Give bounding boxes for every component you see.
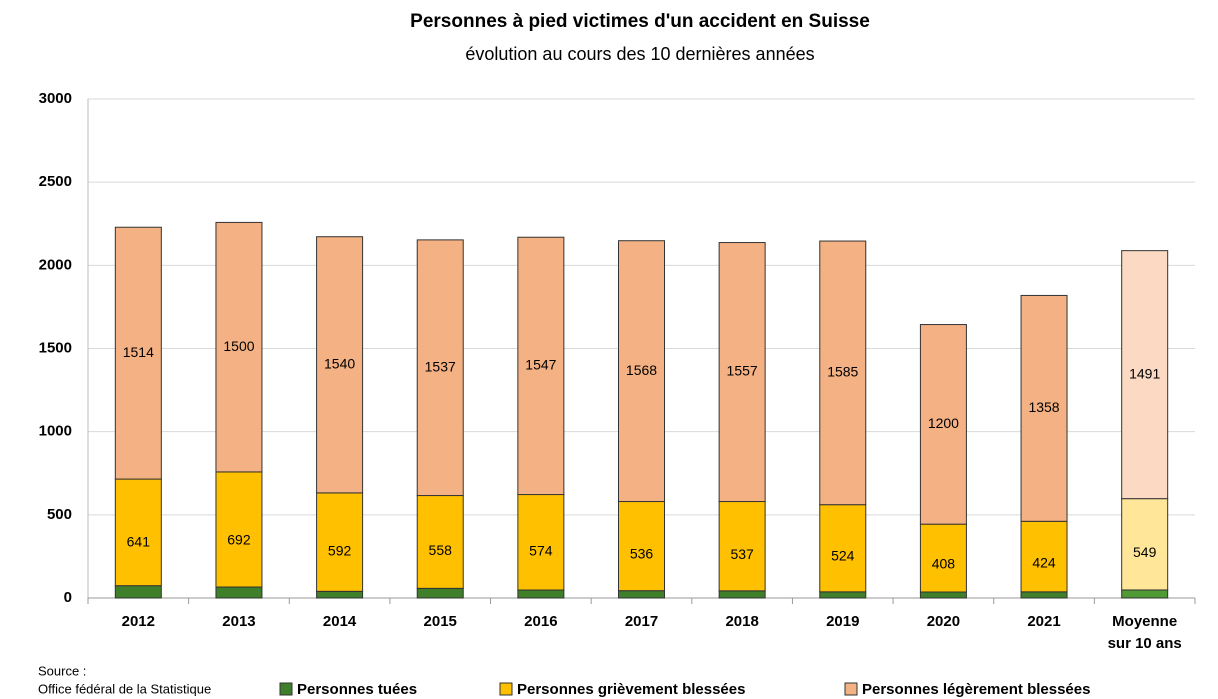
data-label: 574 (529, 543, 553, 559)
data-label: 424 (1032, 554, 1056, 570)
bar-segment (517, 589, 565, 599)
bar-segment (919, 324, 967, 525)
bar-segment (416, 239, 464, 497)
x-tick-label: 2021 (1027, 613, 1060, 630)
x-tick-label: 2013 (222, 613, 255, 630)
source: Office fédéral de la Statistique (38, 681, 211, 696)
bar-segment (416, 495, 464, 589)
bar-segment (114, 478, 162, 587)
y-tick-label: 2000 (39, 256, 72, 273)
y-tick-label: 0 (64, 589, 72, 606)
x-tick-label: 2017 (625, 613, 658, 630)
bar-segment (718, 501, 766, 592)
x-tick-label: 2015 (424, 613, 457, 630)
data-label: 536 (630, 546, 654, 562)
chart-subtitle: évolution au cours des 10 dernières anné… (465, 44, 814, 64)
data-label: 1540 (324, 356, 355, 372)
x-tick-label-line: Moyenne (1112, 613, 1177, 630)
bar-segment (618, 590, 665, 599)
legend-label: Personnes grièvement blessées (517, 681, 745, 698)
y-tick-label: 1500 (39, 339, 72, 356)
bar-segment (718, 242, 766, 503)
x-tick-label-line: sur 10 ans (1108, 635, 1182, 652)
x-tick-label: 2016 (524, 613, 557, 630)
bar-segment (1121, 589, 1169, 599)
bar-segment (114, 226, 162, 480)
legend-swatch (499, 682, 513, 696)
legend-swatch (844, 682, 858, 696)
y-tick-label: 1000 (39, 423, 72, 440)
bar-segment (215, 221, 263, 473)
data-label: 1200 (928, 415, 959, 431)
data-label: 558 (429, 542, 453, 558)
data-label: 641 (127, 534, 151, 550)
x-tick-label: 2014 (323, 613, 357, 630)
bar-segment (1121, 498, 1169, 591)
data-label: 408 (932, 556, 956, 572)
bar-segment (517, 494, 565, 591)
bar-segment (316, 590, 364, 599)
bar-segment (316, 492, 364, 592)
legend-label: Personnes légèrement blessées (862, 681, 1090, 698)
data-label: 1547 (525, 357, 556, 373)
x-tick-label: 2018 (725, 613, 758, 630)
bar-segment (618, 240, 665, 503)
data-label: 524 (831, 548, 855, 564)
x-tick-label: 2019 (826, 613, 859, 630)
data-label: 1568 (626, 362, 657, 378)
bar-segment (416, 587, 464, 599)
bar-segment (1020, 294, 1068, 522)
bar-segment (316, 236, 364, 494)
legend-swatch (279, 682, 293, 696)
bar-segment (819, 504, 867, 593)
data-label: 1358 (1028, 399, 1059, 415)
source-label: Source : (38, 663, 86, 678)
chart-title: Personnes à pied victimes d'un accident … (410, 11, 870, 32)
bar-segment (114, 585, 162, 599)
data-label: 537 (730, 546, 754, 562)
data-label: 549 (1133, 544, 1157, 560)
bar-segment (215, 586, 263, 599)
bar-segment (819, 591, 867, 599)
data-label: 1585 (827, 364, 858, 380)
x-tick-label: Moyenne sur 10 ans (1108, 613, 1182, 652)
bar-segment (819, 240, 867, 506)
data-label: 692 (227, 532, 251, 548)
x-tick-label: 2020 (927, 613, 960, 630)
y-tick-label: 3000 (39, 90, 72, 107)
bar-segment (618, 501, 665, 592)
legend-label: Personnes tuées (297, 681, 417, 698)
data-label: 1491 (1129, 365, 1160, 381)
bar-segment (517, 236, 565, 496)
y-tick-label: 2500 (39, 173, 72, 190)
data-label: 1537 (425, 358, 456, 374)
bar-segment (718, 590, 766, 599)
data-label: 1514 (123, 344, 154, 360)
y-tick-label: 500 (47, 506, 72, 523)
bar-segment (1020, 591, 1068, 599)
bar-segment (919, 591, 967, 599)
data-label: 592 (328, 543, 352, 559)
bar-segment (215, 471, 263, 588)
data-label: 1500 (223, 338, 254, 354)
bar-segment (1121, 250, 1169, 500)
x-tick-label: 2012 (122, 613, 155, 630)
data-label: 1557 (727, 363, 758, 379)
